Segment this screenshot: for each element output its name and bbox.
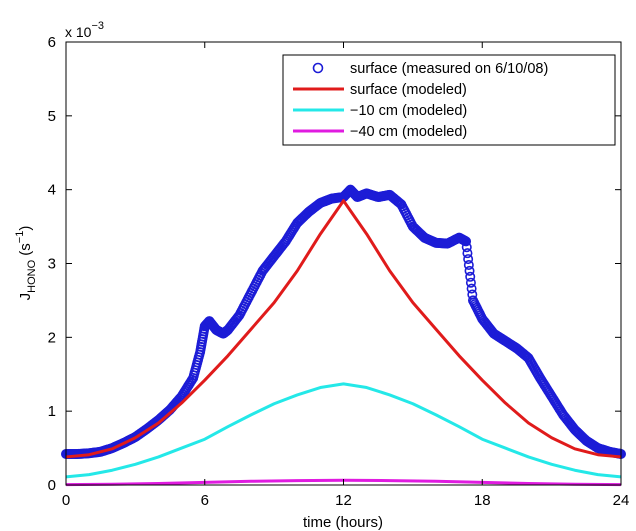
y-tick-label: 3 [48,256,56,273]
legend: surface (measured on 6/10/08) surface (mo… [282,54,616,146]
data-point [461,242,472,253]
data-point [465,271,476,282]
legend-label: −10 cm (modeled) [350,103,467,119]
x-tick-label: 6 [201,492,209,509]
y-multiplier-base: x 10 [65,24,92,40]
series-layer [60,184,626,487]
legend-label: surface (modeled) [350,82,467,98]
legend-entry: surface (modeled) [293,82,467,98]
x-tick-label: 24 [613,492,630,509]
y-axis-label-unit-sup: −1 [14,231,26,244]
legend-label: surface (measured on 6/10/08) [350,61,548,77]
y-axis-label-base: J [17,293,34,301]
y-tick-label: 4 [48,182,56,199]
y-axis-label-unit-close: ) [17,226,34,231]
y-tick-label: 6 [48,34,56,51]
x-axis-label: time (hours) [303,514,383,531]
series-line [65,199,622,459]
data-point [464,265,475,276]
legend-entry: −40 cm (modeled) [293,124,467,140]
y-tick-label: 1 [48,403,56,420]
y-axis-label: JHONO (s−1) [14,226,38,301]
legend-entry: −10 cm (modeled) [293,103,467,119]
series-2 [65,382,622,479]
series-line [65,382,622,479]
legend-marker [312,62,324,74]
y-tick-label: 0 [48,477,56,494]
y-multiplier: x 10−3 [65,20,104,40]
x-tick-label: 12 [335,492,352,509]
data-point [466,283,477,294]
data-point [463,259,474,270]
data-point [463,254,474,265]
data-point [461,236,472,247]
y-tick-label: 5 [48,108,56,125]
legend-entry: surface (measured on 6/10/08) [312,61,548,77]
y-tick-label: 2 [48,329,56,346]
legend-label: −40 cm (modeled) [350,124,467,140]
y-axis-label-unit-open: (s [17,243,34,260]
series-1 [65,199,622,459]
data-point [462,248,473,259]
y-axis-label-sub: HONO [26,259,38,292]
y-multiplier-exponent: −3 [91,20,104,32]
series-0 [60,184,626,459]
x-tick-label: 0 [62,492,70,509]
legend-entries: surface (measured on 6/10/08) surface (mo… [293,61,548,140]
x-tick-label: 18 [474,492,491,509]
data-point [465,277,476,288]
